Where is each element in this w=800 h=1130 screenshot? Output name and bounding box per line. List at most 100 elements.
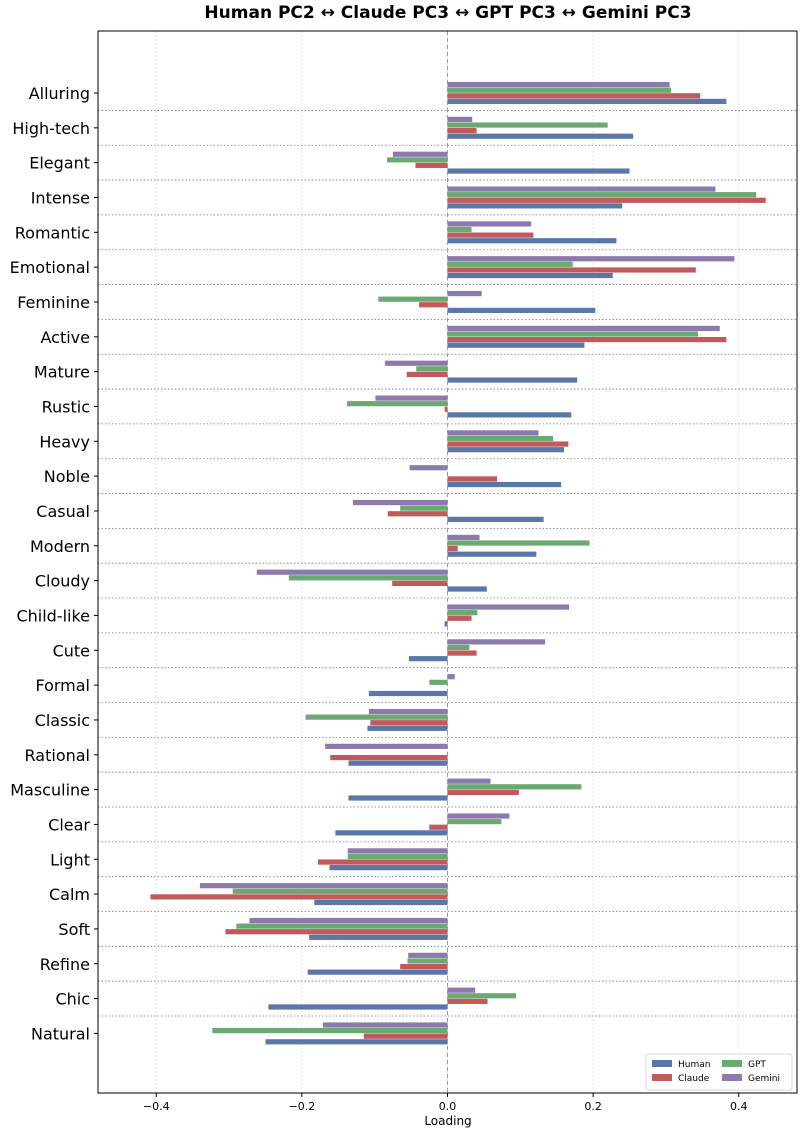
bar-gemini-emotional — [447, 256, 735, 262]
bar-claude-masculine — [447, 789, 519, 795]
bar-human-rustic — [447, 412, 572, 418]
category-label: Mature — [34, 363, 90, 382]
bar-gemini-cute — [447, 639, 546, 645]
category-label: Chic — [55, 990, 90, 1009]
category-label: Rational — [25, 746, 90, 765]
bar-gpt-clear — [447, 819, 502, 825]
category-label: Feminine — [17, 293, 90, 312]
bar-gpt-heavy — [447, 435, 554, 442]
bar-gemini-light — [347, 848, 448, 854]
legend-label-claude: Claude — [678, 1074, 710, 1084]
x-tick-label: 0.0 — [439, 1100, 457, 1113]
category-label: Cloudy — [35, 572, 90, 591]
bar-gpt-casual — [400, 505, 448, 511]
bar-claude-cloudy — [392, 580, 448, 587]
legend-swatch-human — [652, 1060, 672, 1067]
category-label: Modern — [30, 537, 90, 556]
x-ticks: −0.4 −0.2 0.0 0.2 0.4 — [143, 1093, 748, 1113]
bar-gemini-mature — [384, 360, 448, 366]
bar-claude-elegant — [415, 162, 448, 169]
bar-gemini-alluring — [447, 82, 670, 88]
category-label: Calm — [49, 885, 90, 904]
bar-human-modern — [447, 551, 537, 557]
bar-claude-casual — [387, 511, 448, 517]
bar-human-calm — [314, 899, 448, 906]
bar-gemini-soft — [249, 917, 448, 924]
legend-swatch-claude — [652, 1074, 672, 1081]
bar-claude-emotional — [447, 267, 696, 273]
legend-box — [645, 1053, 793, 1091]
category-label: Cute — [53, 641, 90, 660]
bar-claude-romantic — [447, 232, 534, 238]
category-label: Child-like — [16, 606, 90, 625]
category-label: Intense — [31, 188, 90, 207]
bar-human-formal — [368, 690, 448, 697]
bar-human-child-like — [444, 621, 448, 627]
bar-claude-light — [317, 859, 448, 865]
bar-gpt-cute — [447, 644, 470, 651]
bar-claude-natural — [363, 1033, 448, 1039]
x-tick-label: −0.4 — [143, 1100, 170, 1113]
category-label: Heavy — [39, 432, 90, 451]
legend: Human Claude GPT Gemini — [645, 1053, 793, 1091]
bar-human-natural — [265, 1039, 448, 1045]
bar-human-noble — [447, 481, 562, 488]
bar-gemini-noble — [409, 465, 448, 471]
category-label: Masculine — [10, 781, 90, 800]
bar-gpt-natural — [212, 1028, 448, 1034]
bar-gpt-romantic — [447, 226, 472, 233]
bar-gemini-active — [447, 325, 720, 332]
category-label: Casual — [36, 502, 90, 521]
bar-gpt-mature — [416, 366, 448, 372]
category-label: Soft — [58, 920, 90, 939]
bar-claude-noble — [447, 476, 498, 482]
legend-swatch-gemini — [722, 1074, 742, 1081]
bar-gemini-high-tech — [447, 116, 473, 123]
legend-label-gemini: Gemini — [748, 1074, 780, 1084]
category-label: Alluring — [29, 84, 90, 103]
category-label: Clear — [48, 815, 90, 834]
bar-human-soft — [309, 934, 448, 940]
bar-claude-heavy — [447, 441, 569, 447]
bar-claude-chic — [447, 998, 488, 1004]
bar-gpt-calm — [232, 888, 448, 894]
bar-gemini-feminine — [447, 290, 482, 297]
bar-claude-clear — [429, 824, 448, 830]
bar-gpt-child-like — [447, 610, 478, 616]
bar-claude-classic — [370, 720, 448, 726]
bar-gemini-clear — [447, 813, 510, 819]
category-label: Active — [41, 328, 91, 347]
bar-claude-rational — [330, 754, 448, 761]
bar-gemini-formal — [447, 674, 455, 680]
bar-human-casual — [447, 516, 544, 522]
bar-gemini-romantic — [447, 221, 532, 227]
bar-human-mature — [447, 377, 578, 383]
bar-claude-soft — [225, 929, 448, 935]
x-tick-label: 0.2 — [584, 1100, 602, 1113]
bar-claude-alluring — [447, 93, 701, 99]
bar-gpt-cloudy — [288, 575, 448, 581]
bar-gpt-chic — [447, 993, 516, 999]
bar-human-masculine — [348, 795, 448, 801]
bar-claude-feminine — [419, 302, 448, 308]
chart-title: Human PC2 ↔ Claude PC3 ↔ GPT PC3 ↔ Gemin… — [204, 3, 691, 23]
bar-human-rational — [348, 760, 448, 766]
bar-claude-calm — [150, 894, 448, 900]
bar-gemini-refine — [408, 952, 448, 958]
bar-gpt-formal — [429, 679, 448, 685]
bar-gpt-refine — [407, 958, 448, 964]
bar-gpt-feminine — [378, 296, 448, 302]
bar-human-active — [447, 342, 585, 348]
bars — [150, 82, 766, 1045]
bar-gemini-chic — [447, 987, 476, 993]
bar-gemini-heavy — [447, 430, 539, 436]
bar-gemini-calm — [199, 883, 448, 889]
bar-claude-modern — [447, 545, 458, 552]
bar-claude-intense — [447, 197, 766, 203]
x-axis-label: Loading — [424, 1114, 471, 1128]
category-label: Romantic — [15, 223, 90, 242]
bar-human-light — [329, 865, 448, 871]
bar-claude-high-tech — [447, 128, 477, 134]
